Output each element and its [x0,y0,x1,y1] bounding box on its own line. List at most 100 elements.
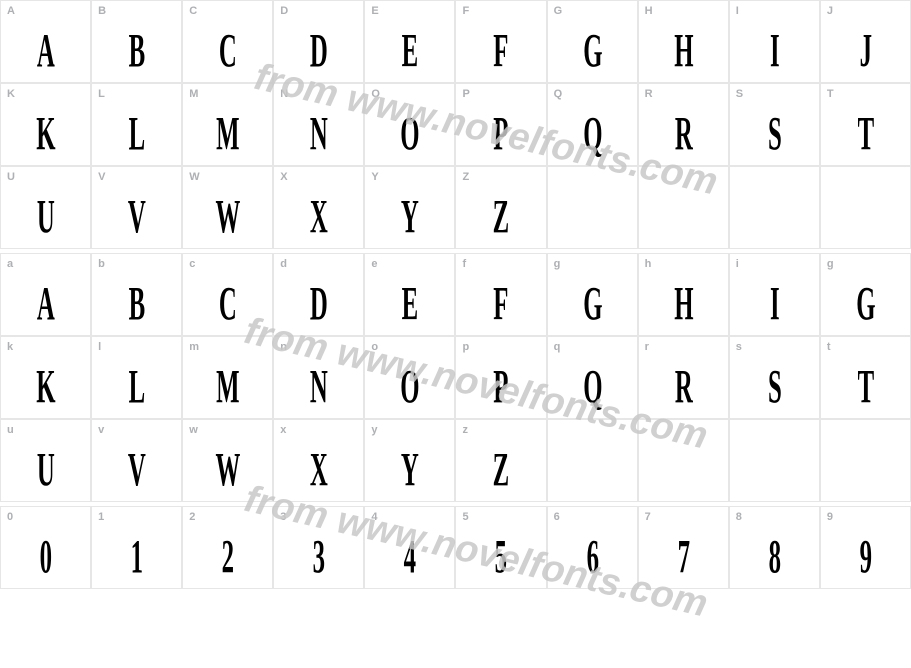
charmap-cell: YY [364,166,455,249]
charmap-cell [547,166,638,249]
cell-key-label: b [98,258,105,270]
charmap-cell: MM [182,83,273,166]
cell-key-label: m [189,341,199,353]
cell-key-label: n [280,341,287,353]
cell-key-label: v [98,424,104,436]
cell-key-label: s [736,341,742,353]
cell-glyph: H [656,23,711,78]
cell-key-label: g [827,258,834,270]
charmap-cell: mM [182,336,273,419]
cell-glyph: 4 [382,529,437,584]
font-character-map: AABBCCDDEEFFGGHHIIJJKKLLMMNNOOPPQQRRSSTT… [0,0,911,593]
charmap-cell: wW [182,419,273,502]
cell-key-label: z [462,424,468,436]
charmap-cell: 22 [182,506,273,589]
charmap-cell: nN [273,336,364,419]
charmap-cell: UU [0,166,91,249]
cell-glyph: K [18,106,73,161]
cell-glyph: U [18,189,73,244]
charmap-cell [820,166,911,249]
cell-key-label: k [7,341,13,353]
cell-key-label: B [98,5,106,17]
charmap-cell: EE [364,0,455,83]
cell-key-label: w [189,424,198,436]
cell-key-label: P [462,88,469,100]
charmap-cell: xX [273,419,364,502]
charmap-row: AABBCCDDEEFFGGHHIIJJ [0,0,911,83]
charmap-cell: 11 [91,506,182,589]
cell-glyph: R [656,106,711,161]
cell-glyph: Z [473,189,528,244]
charmap-cell: 88 [729,506,820,589]
cell-glyph: N [291,359,346,414]
charmap-cell: 66 [547,506,638,589]
cell-key-label: l [98,341,101,353]
cell-glyph: P [473,359,528,414]
cell-glyph: G [838,276,893,331]
charmap-row: 00112233445566778899 [0,506,911,589]
charmap-cell [729,166,820,249]
charmap-cell: iI [729,253,820,336]
cell-key-label: G [554,5,563,17]
charmap-cell: DD [273,0,364,83]
cell-key-label: Y [371,171,378,183]
cell-key-label: L [98,88,105,100]
charmap-cell: aA [0,253,91,336]
charmap-cell: gG [820,253,911,336]
cell-key-label: K [7,88,15,100]
cell-glyph: S [747,359,802,414]
cell-glyph: Y [382,189,437,244]
cell-key-label: 6 [554,511,560,523]
cell-glyph: M [200,359,255,414]
charmap-cell: zZ [455,419,546,502]
cell-key-label: 1 [98,511,104,523]
charmap-cell: tT [820,336,911,419]
cell-glyph: 7 [656,529,711,584]
cell-glyph: V [109,189,164,244]
cell-glyph: W [200,189,255,244]
cell-glyph: V [109,442,164,497]
charmap-cell: oO [364,336,455,419]
cell-glyph: B [109,23,164,78]
charmap-cell: cC [182,253,273,336]
cell-key-label: T [827,88,834,100]
cell-glyph: D [291,23,346,78]
cell-key-label: h [645,258,652,270]
cell-key-label: a [7,258,13,270]
charmap-cell: CC [182,0,273,83]
cell-glyph: 8 [747,529,802,584]
cell-key-label: t [827,341,831,353]
cell-key-label: C [189,5,197,17]
charmap-cell: 77 [638,506,729,589]
cell-key-label: D [280,5,288,17]
cell-glyph: 5 [473,529,528,584]
charmap-cell: gG [547,253,638,336]
cell-glyph: Z [473,442,528,497]
charmap-cell: qQ [547,336,638,419]
charmap-row: aAbBcCdDeEfFgGhHiIgG [0,253,911,336]
charmap-row: UUVVWWXXYYZZ [0,166,911,249]
cell-key-label: q [554,341,561,353]
charmap-cell: ZZ [455,166,546,249]
cell-key-label: 0 [7,511,13,523]
cell-glyph: J [838,23,893,78]
charmap-cell: 55 [455,506,546,589]
cell-glyph: I [747,23,802,78]
cell-glyph: L [109,359,164,414]
charmap-cell: fF [455,253,546,336]
charmap-cell: eE [364,253,455,336]
charmap-cell: yY [364,419,455,502]
cell-key-label: p [462,341,469,353]
cell-glyph: M [200,106,255,161]
cell-key-label: i [736,258,739,270]
charmap-cell: bB [91,253,182,336]
cell-key-label: O [371,88,380,100]
charmap-cell: lL [91,336,182,419]
cell-glyph: U [18,442,73,497]
cell-glyph: 1 [109,529,164,584]
charmap-row: kKlLmMnNoOpPqQrRsStT [0,336,911,419]
cell-glyph: P [473,106,528,161]
charmap-cell: RR [638,83,729,166]
charmap-cell: TT [820,83,911,166]
cell-key-label: 3 [280,511,286,523]
